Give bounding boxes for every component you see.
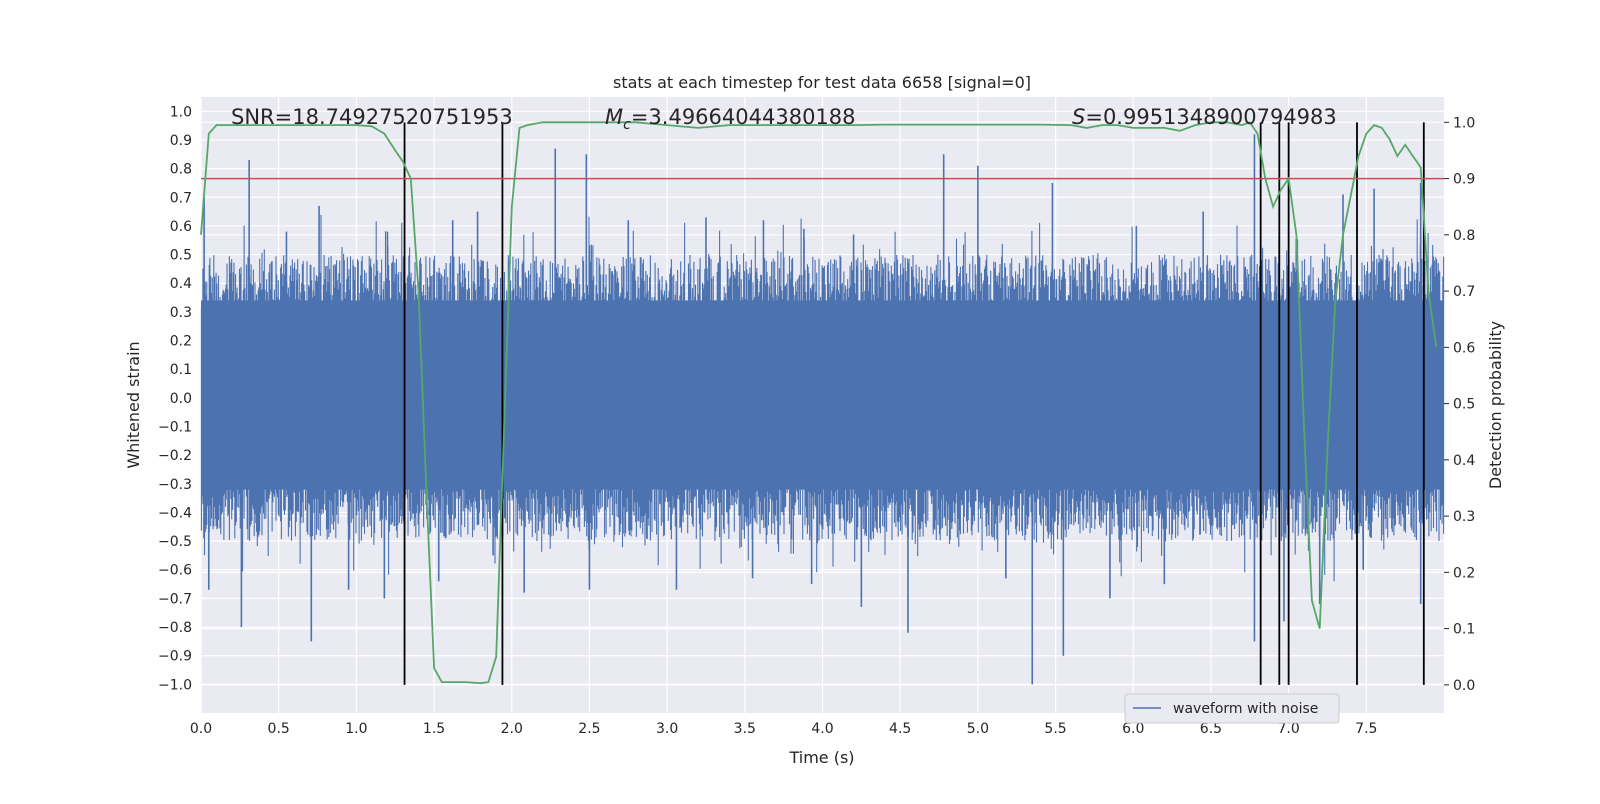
x-tick-label: 0.5 [268,721,290,737]
y-tick-label: 0.0 [170,391,192,407]
x-tick-label: 3.5 [734,721,756,737]
y2-tick-label: 0.2 [1453,565,1475,581]
y2-tick-label: 0.1 [1453,622,1475,638]
y-axis-label: Whitened strain [124,341,143,468]
y-tick-label: 0.1 [170,362,192,378]
y2-axis-label: Detection probability [1486,321,1505,489]
y-tick-label: −0.3 [158,477,192,493]
y2-tick-label: 0.0 [1453,678,1475,694]
y-tick-label: −0.8 [158,620,192,636]
x-tick-label: 1.0 [345,721,367,737]
y-tick-label: −0.4 [158,505,192,521]
chart-title: stats at each timestep for test data 665… [613,73,1031,92]
y-tick-label: 0.7 [170,190,192,206]
y2-tick-label: 0.6 [1453,340,1475,356]
y2-tick-label: 0.3 [1453,509,1475,525]
x-tick-label: 5.5 [1044,721,1066,737]
snr-annotation: SNR=18.74927520751953 [231,105,513,129]
x-tick-label: 2.5 [578,721,600,737]
x-tick-label: 3.0 [656,721,678,737]
x-tick-label: 1.5 [423,721,445,737]
y2-tick-label: 0.7 [1453,284,1475,300]
waveform-series [200,134,1445,685]
chirp-mass-symbol: M [605,105,623,129]
y2-tick-label: 0.4 [1453,453,1475,469]
y-tick-label: −1.0 [158,677,192,693]
x-tick-label: 0.0 [190,721,212,737]
detection-probability-series [200,121,1438,685]
x-tick-label: 7.0 [1277,721,1299,737]
y-tick-label: 0.3 [170,305,192,321]
y-tick-labels: 1.0 0.9 0.8 0.7 0.6 0.5 0.4 0.3 0.2 0.1 0.0 −0.1 −0.… [158,104,192,693]
legend-box [1124,693,1340,724]
x-tick-label: 6.0 [1122,721,1144,737]
x-tick-label: 6.5 [1200,721,1222,737]
chirp-mass-value: =3.49664044380188 [631,105,856,129]
y-tick-label: 0.9 [170,133,192,149]
y-tick-label: 1.0 [170,104,192,120]
x-tick-label: 4.5 [889,721,911,737]
y-tick-label: −0.6 [158,563,192,579]
y-tick-label: 0.8 [170,162,192,178]
y-tick-label: −0.2 [158,448,192,464]
waveform-dense-core [201,300,1444,490]
spin-symbol: S [1072,105,1085,129]
y2-tick-label: 0.5 [1453,397,1475,413]
chirp-mass-annotation: Mc=3.49664044380188 [605,105,856,133]
y-tick-label: 0.5 [170,248,192,264]
y-tick-label: 0.6 [170,219,192,235]
detection-probability-line [200,121,1438,685]
x-tick-label: 2.0 [501,721,523,737]
y2-tick-labels: 1.0 0.9 0.8 0.7 0.6 0.5 0.4 0.3 0.2 0.1 0.0 [1444,115,1475,694]
y2-tick-label: 0.9 [1453,172,1475,188]
chirp-mass-subscript: c [623,117,631,133]
y-tick-label: 0.4 [170,276,192,292]
y-tick-label: −0.9 [158,649,192,665]
y-tick-label: −0.5 [158,534,192,550]
vertical-markers [403,122,1425,685]
y-tick-label: −0.7 [158,591,192,607]
legend: waveform with noise [1124,693,1340,724]
x-tick-label: 4.0 [811,721,833,737]
x-tick-label: 7.5 [1355,721,1377,737]
spin-annotation: S=0.9951348900794983 [1072,105,1337,129]
y-tick-label: 0.2 [170,334,192,350]
x-tick-labels: 0.0 0.5 1.0 1.5 2.0 2.5 3.0 3.5 4.0 4.5 5.0 5.5 6.0 6… [190,721,1378,737]
y2-tick-label: 0.8 [1453,228,1475,244]
y2-tick-label: 1.0 [1453,115,1475,131]
x-tick-label: 5.0 [967,721,989,737]
x-axis-label: Time (s) [788,748,854,767]
y-tick-label: −0.1 [158,419,192,435]
spin-value: =0.9951348900794983 [1085,105,1336,129]
legend-label: waveform with noise [1173,701,1318,717]
